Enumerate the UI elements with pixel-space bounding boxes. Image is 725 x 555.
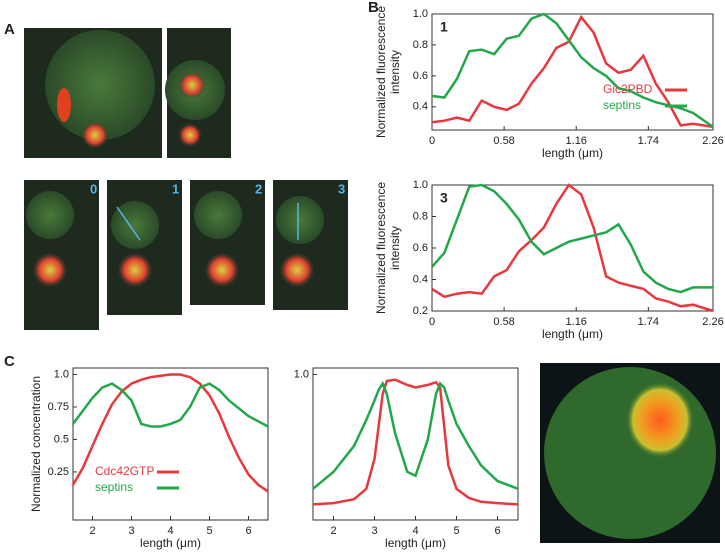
x-tick-label: 1.74	[638, 316, 659, 328]
x-tick-label: 3	[128, 525, 134, 537]
panel-label: C	[4, 353, 15, 370]
image-label: 3	[338, 181, 345, 196]
y-tick-label: 0.75	[48, 401, 69, 413]
x-tick-label: 1.16	[566, 316, 587, 328]
y-tick-label: 1.0	[54, 368, 69, 380]
y-axis-label: Normalized fluorescence	[374, 182, 388, 314]
y-tick-label: 1.0	[413, 179, 428, 191]
x-tick-label: 0.58	[493, 316, 514, 328]
x-tick-label: 4	[412, 525, 418, 537]
y-axis-label: intensity	[388, 226, 402, 270]
x-tick-label: 3	[371, 525, 377, 537]
y-tick-label: 0.2	[413, 305, 428, 317]
x-tick-label: 4	[167, 525, 173, 537]
x-tick-label: 2	[89, 525, 95, 537]
y-tick-label: 0.5	[54, 433, 69, 445]
chart-title: 3	[440, 190, 448, 206]
y-tick-label: 0.6	[413, 70, 428, 82]
x-tick-label: 1.74	[638, 135, 659, 147]
y-tick-label: 0.4	[413, 101, 428, 113]
y-tick-label: 0.6	[413, 242, 428, 254]
micrographs: 0 1 2 3	[24, 28, 348, 330]
y-tick-label: 1.0	[294, 368, 309, 380]
series-line	[71, 373, 269, 493]
x-tick-label: 5	[206, 525, 212, 537]
x-axis-label: length (μm)	[385, 536, 446, 550]
x-tick-label: 2	[330, 525, 336, 537]
y-tick-label: 0.25	[48, 466, 69, 478]
series-line	[72, 382, 269, 428]
x-tick-label: 1.16	[566, 135, 587, 147]
image-label: 0	[90, 181, 97, 196]
panel-label: A	[4, 21, 15, 38]
y-tick-label: 0.4	[413, 273, 428, 285]
x-tick-label: 0	[429, 316, 435, 328]
x-tick-label: 6	[245, 525, 251, 537]
image-label: 1	[172, 181, 179, 196]
x-tick-label: 2.26	[702, 135, 723, 147]
x-axis-label: length (μm)	[542, 327, 603, 341]
x-tick-label: 0.58	[493, 135, 514, 147]
series-line	[431, 183, 714, 313]
legend-label: septins	[603, 98, 641, 112]
series-line	[431, 14, 714, 129]
y-tick-label: 0.8	[413, 210, 428, 222]
y-tick-label: 0.8	[413, 39, 428, 51]
y-axis-label: intensity	[388, 50, 402, 94]
y-tick-label: 1.0	[413, 8, 428, 20]
series-line	[431, 12, 714, 128]
x-axis-label: length (μm)	[542, 146, 603, 160]
y-axis-label: Normalized fluorescence	[374, 6, 388, 138]
legend-label: Cdc42GTP	[95, 464, 154, 478]
x-tick-label: 2.26	[702, 316, 723, 328]
legend-label: Gic2PBD	[603, 82, 653, 96]
plot-frame	[72, 367, 269, 521]
x-tick-label: 0	[429, 135, 435, 147]
y-axis-label: Normalized concentration	[29, 376, 43, 512]
plot-frame	[312, 367, 519, 521]
legend-label: septins	[95, 480, 133, 494]
series-line	[312, 380, 519, 490]
image-label: 2	[255, 181, 262, 196]
chart-title: 1	[440, 19, 448, 35]
series-line	[431, 183, 713, 294]
x-tick-label: 6	[494, 525, 500, 537]
simulation-image	[540, 363, 720, 543]
x-axis-label: length (μm)	[140, 536, 201, 550]
plot-frame	[431, 13, 714, 131]
series-line	[312, 378, 519, 506]
x-tick-label: 5	[453, 525, 459, 537]
panel-label: B	[368, 0, 379, 16]
